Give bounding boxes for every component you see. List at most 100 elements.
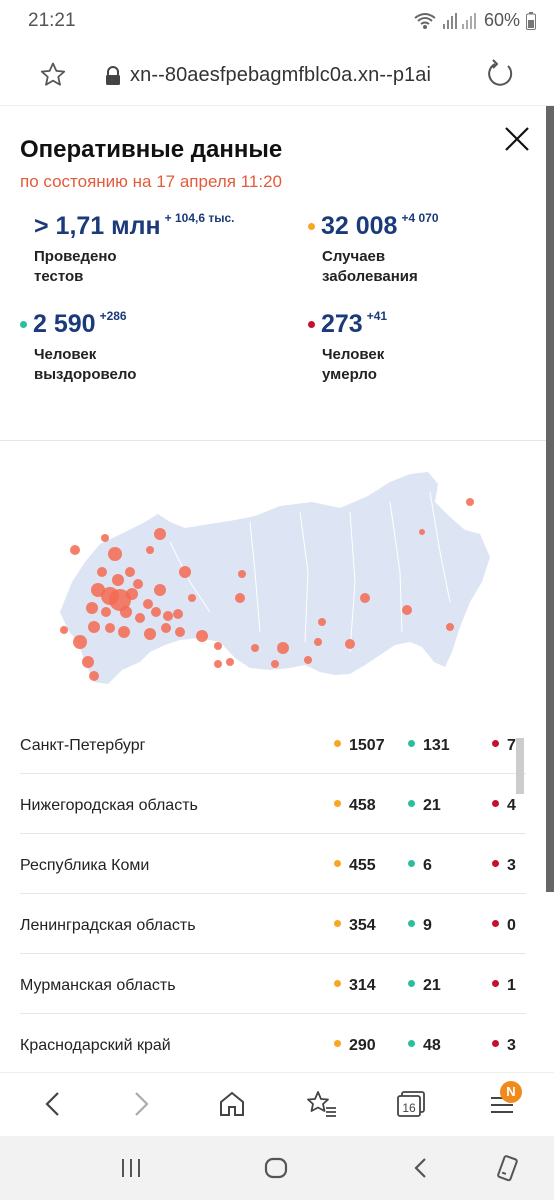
map-dot — [419, 529, 425, 535]
stat-label: Человек умерло — [322, 346, 385, 383]
map-dot — [466, 498, 474, 506]
recents-icon[interactable] — [118, 1154, 144, 1187]
map-dot — [163, 611, 173, 621]
map-dot — [345, 639, 355, 649]
stat-value: 32 008 — [321, 212, 398, 240]
status-icons: 60% — [414, 10, 536, 31]
deaths-cell: 7 — [492, 737, 516, 755]
deaths-cell: 1 — [492, 977, 516, 995]
recovered-value: 9 — [423, 917, 432, 934]
home-icon[interactable] — [218, 1089, 246, 1124]
battery-percent: 60% — [483, 10, 520, 30]
rotate-icon[interactable] — [494, 1154, 520, 1187]
recovered-cell: 131 — [408, 737, 450, 755]
forward-icon[interactable] — [128, 1089, 154, 1124]
region-name: Нижегородская область — [20, 797, 198, 814]
stat-deaths: 273 +41 Человек умерло — [308, 309, 412, 385]
map-dot — [144, 628, 156, 640]
regions-table: Санкт-Петербург 1507 131 7 Нижегородская… — [20, 714, 526, 1072]
cases-value: 455 — [349, 857, 376, 874]
map-dot — [86, 602, 98, 614]
bookmarks-icon[interactable] — [306, 1089, 338, 1124]
status-time: 21:21 — [28, 10, 76, 31]
map-dot — [188, 594, 196, 602]
map-dot — [360, 593, 370, 603]
map-dot — [143, 599, 153, 609]
sys-back-icon[interactable] — [408, 1154, 434, 1187]
deaths-cell: 3 — [492, 1037, 516, 1055]
signal-icon — [442, 12, 478, 30]
cases-dot — [334, 800, 341, 808]
table-row[interactable]: Краснодарский край 290 48 3 — [20, 1014, 526, 1072]
map-dot — [318, 618, 326, 626]
stat-delta: + 104,6 тыс. — [164, 211, 235, 225]
map-dot — [89, 671, 99, 681]
star-icon[interactable] — [38, 60, 68, 95]
cases-cell: 455 — [334, 857, 376, 875]
table-scrollbar[interactable] — [516, 738, 524, 794]
stat-cases: 32 008 +4 070 Случаев заболевания — [308, 211, 439, 287]
map-dot — [120, 606, 132, 618]
cases-dot — [334, 980, 341, 988]
table-row[interactable]: Ленинградская область 354 9 0 — [20, 894, 526, 954]
url-field[interactable]: xn--80aesfpebagmfblc0a.xn--p1ai — [130, 64, 432, 86]
recovered-cell: 48 — [408, 1037, 441, 1055]
stat-delta: +41 — [366, 309, 388, 323]
cases-cell: 354 — [334, 917, 376, 935]
recovered-cell: 21 — [408, 797, 441, 815]
deaths-value: 3 — [507, 857, 516, 874]
table-row[interactable]: Нижегородская область 458 21 4 — [20, 774, 526, 834]
deaths-value: 7 — [507, 737, 516, 754]
recovered-value: 21 — [423, 797, 441, 814]
stat-delta: +4 070 — [401, 211, 439, 225]
reload-icon[interactable] — [484, 58, 516, 95]
deaths-dot — [492, 740, 499, 748]
status-bar: 21:21 60% — [0, 0, 554, 44]
cases-value: 354 — [349, 917, 376, 934]
address-bar: xn--80aesfpebagmfblc0a.xn--p1ai — [0, 44, 554, 106]
cases-cell: 1507 — [334, 737, 385, 755]
recovered-cell: 6 — [408, 857, 432, 875]
map-dot — [196, 630, 208, 642]
map-dot — [214, 660, 222, 668]
battery-icon — [526, 11, 536, 30]
map-dot — [108, 547, 122, 561]
deaths-dot — [492, 920, 499, 928]
russia-map[interactable] — [50, 462, 500, 692]
recovered-dot — [408, 920, 415, 928]
deaths-dot — [492, 980, 499, 988]
close-icon[interactable] — [502, 124, 532, 159]
back-icon[interactable] — [40, 1089, 66, 1124]
map-dot — [175, 627, 185, 637]
map-dot — [125, 567, 135, 577]
recovered-value: 21 — [423, 977, 441, 994]
map-dot — [101, 534, 109, 542]
map-border-lines — [169, 491, 451, 653]
region-name: Санкт-Петербург — [20, 737, 146, 754]
map-dot — [446, 623, 454, 631]
table-row[interactable]: Санкт-Петербург 1507 131 7 — [20, 714, 526, 774]
map-dot — [154, 584, 166, 596]
page-scrollbar[interactable] — [546, 106, 554, 892]
home-button-icon[interactable] — [262, 1154, 290, 1187]
deaths-dot — [492, 860, 499, 868]
recovered-dot — [408, 980, 415, 988]
region-name: Краснодарский край — [20, 1037, 171, 1054]
stat-value: > 1,71 млн — [34, 212, 161, 240]
map-land — [60, 472, 490, 684]
table-row[interactable]: Республика Коми 455 6 3 — [20, 834, 526, 894]
wifi-icon — [414, 12, 436, 30]
tabs-icon[interactable]: 16 — [396, 1089, 428, 1124]
page-content: Оперативные данные по состоянию на 17 ап… — [0, 106, 554, 1072]
table-row[interactable]: Мурманская область 314 21 1 — [20, 954, 526, 1014]
cases-cell: 458 — [334, 797, 376, 815]
map-dot — [235, 593, 245, 603]
deaths-cell: 0 — [492, 917, 516, 935]
recovered-value: 48 — [423, 1037, 441, 1054]
system-nav-bar — [0, 1136, 554, 1200]
recovered-dot — [20, 321, 27, 329]
map-dot — [173, 609, 183, 619]
map-dot — [118, 626, 130, 638]
cases-dot — [308, 223, 315, 231]
stat-label: Случаев заболевания — [322, 248, 418, 285]
